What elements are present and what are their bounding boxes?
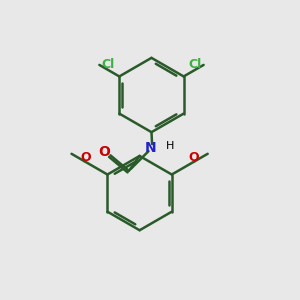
Text: O: O xyxy=(80,151,91,164)
Text: O: O xyxy=(98,146,110,159)
Text: N: N xyxy=(145,141,157,154)
Text: Cl: Cl xyxy=(188,58,201,71)
Text: Cl: Cl xyxy=(102,58,115,71)
Text: methoxy: methoxy xyxy=(80,151,98,155)
Text: O: O xyxy=(188,151,199,164)
Text: methoxy: methoxy xyxy=(195,147,213,151)
Text: H: H xyxy=(166,141,174,152)
Text: methoxy: methoxy xyxy=(200,151,217,155)
